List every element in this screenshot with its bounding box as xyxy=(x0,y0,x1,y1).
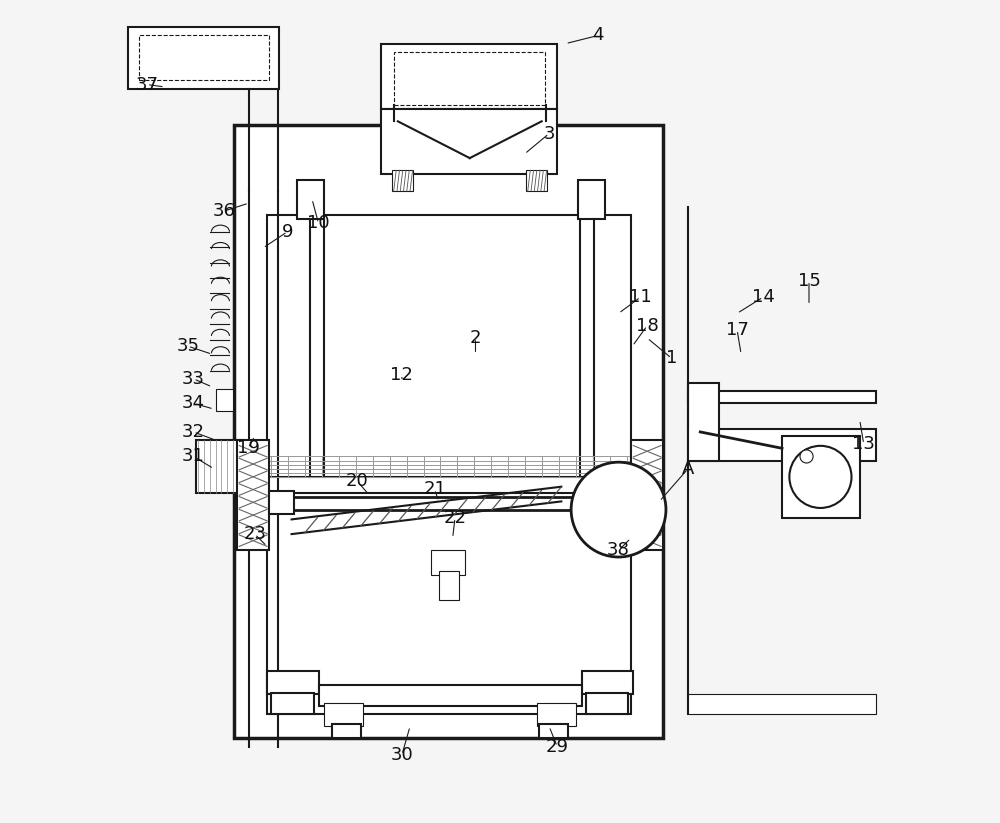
Bar xyxy=(392,170,413,191)
Circle shape xyxy=(800,450,813,463)
Text: 18: 18 xyxy=(636,317,659,335)
Text: 33: 33 xyxy=(182,370,205,388)
Text: 4: 4 xyxy=(592,26,604,44)
Text: 29: 29 xyxy=(546,737,569,756)
Bar xyxy=(319,686,582,706)
Text: 37: 37 xyxy=(135,76,158,94)
Text: 3: 3 xyxy=(543,124,555,142)
Text: 20: 20 xyxy=(346,472,368,490)
Bar xyxy=(688,694,876,714)
Bar xyxy=(267,216,631,477)
Bar xyxy=(394,52,545,105)
Text: 17: 17 xyxy=(726,321,748,339)
Bar xyxy=(234,125,663,738)
Bar xyxy=(582,671,633,694)
Bar xyxy=(631,440,663,551)
Bar xyxy=(537,704,576,726)
Bar xyxy=(324,704,363,726)
Text: 9: 9 xyxy=(282,223,293,240)
Bar xyxy=(139,35,269,81)
Bar xyxy=(539,723,568,738)
Text: 31: 31 xyxy=(182,448,205,466)
Text: 19: 19 xyxy=(237,439,260,458)
Bar xyxy=(196,440,243,493)
Text: 2: 2 xyxy=(470,329,481,347)
Text: 13: 13 xyxy=(852,435,875,453)
Circle shape xyxy=(571,463,666,557)
Bar xyxy=(439,571,459,599)
Bar xyxy=(688,391,876,403)
Bar xyxy=(332,723,361,738)
Bar xyxy=(578,180,605,220)
Text: 12: 12 xyxy=(390,365,413,384)
Bar xyxy=(782,436,860,518)
Text: 38: 38 xyxy=(607,542,630,560)
Bar xyxy=(216,388,233,412)
Bar xyxy=(431,551,465,575)
Text: 36: 36 xyxy=(212,202,235,221)
Bar xyxy=(526,170,547,191)
Text: 10: 10 xyxy=(307,215,330,232)
Text: 14: 14 xyxy=(752,288,775,306)
Text: 34: 34 xyxy=(182,394,205,412)
Bar xyxy=(381,44,557,109)
Bar xyxy=(381,109,557,174)
Text: 32: 32 xyxy=(182,423,205,441)
Bar xyxy=(688,383,719,461)
Text: 15: 15 xyxy=(798,272,820,290)
Bar xyxy=(586,693,628,714)
Bar xyxy=(267,493,631,714)
Circle shape xyxy=(789,446,852,508)
Bar xyxy=(269,491,294,514)
Bar xyxy=(267,671,319,694)
Text: 23: 23 xyxy=(243,525,266,543)
Text: A: A xyxy=(682,460,694,477)
Bar xyxy=(297,180,324,220)
Bar xyxy=(128,27,279,89)
Text: 1: 1 xyxy=(666,350,677,367)
Bar xyxy=(271,693,314,714)
Text: 21: 21 xyxy=(423,480,446,498)
Text: 35: 35 xyxy=(176,337,199,355)
Bar xyxy=(237,440,269,551)
Text: 11: 11 xyxy=(629,288,652,306)
Bar xyxy=(688,430,876,461)
Text: 22: 22 xyxy=(444,509,467,527)
Text: 30: 30 xyxy=(391,746,413,764)
